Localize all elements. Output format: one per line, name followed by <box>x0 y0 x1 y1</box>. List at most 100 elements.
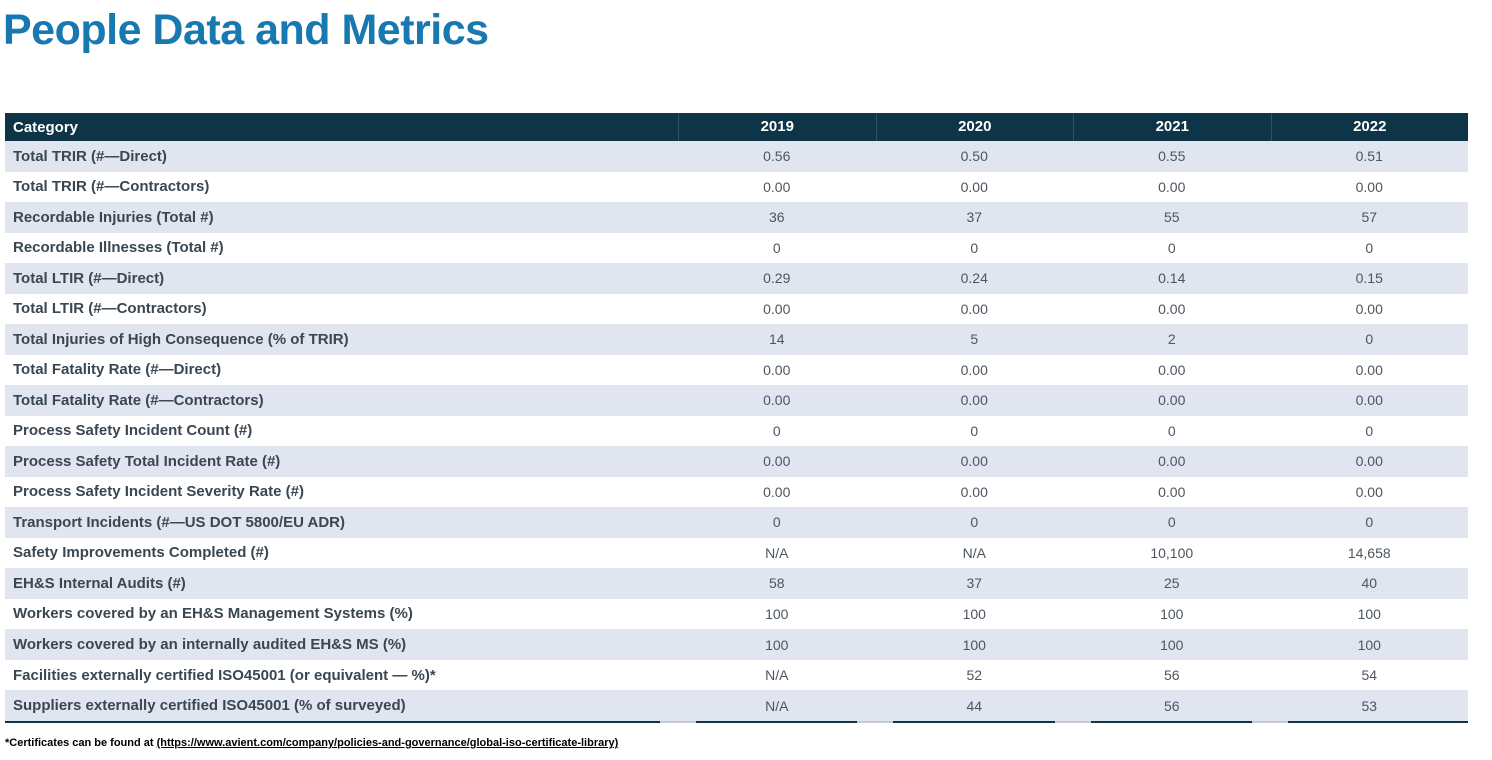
row-value: 0.00 <box>1355 300 1383 317</box>
row-value: 0.29 <box>763 270 791 287</box>
row-value: 2 <box>1167 331 1176 348</box>
row-category-label: Process Safety Total Incident Rate (#) <box>13 452 281 470</box>
row-value: 0 <box>772 422 781 439</box>
row-value: 0.00 <box>763 300 791 317</box>
row-category-label: Total Fatality Rate (#—Contractors) <box>13 391 264 409</box>
row-value: 0.00 <box>1158 178 1186 195</box>
row-value: 0.50 <box>960 148 988 165</box>
column-header-2022: 2022 <box>1270 113 1469 141</box>
row-value: 56 <box>1163 667 1180 684</box>
row-value: 25 <box>1163 575 1180 592</box>
row-value: 0.00 <box>1158 483 1186 500</box>
row-value: 5 <box>970 331 979 348</box>
row-value: 100 <box>765 636 789 653</box>
row-value: 0.00 <box>1355 483 1383 500</box>
row-value: 0.00 <box>763 361 791 378</box>
row-value: 0.00 <box>1355 178 1383 195</box>
row-value: 0.00 <box>1355 361 1383 378</box>
row-value: 0 <box>970 514 979 531</box>
row-value: 37 <box>966 575 983 592</box>
row-value: 10,100 <box>1150 544 1194 561</box>
row-value: 14 <box>768 331 785 348</box>
row-value: N/A <box>962 544 986 561</box>
table-row: Facilities externally certified ISO45001… <box>5 659 1468 691</box>
row-value: 0.00 <box>1158 300 1186 317</box>
row-category-label: Total Fatality Rate (#—Direct) <box>13 361 222 379</box>
row-category-label: Transport Incidents (#—US DOT 5800/EU AD… <box>13 513 346 531</box>
row-value: 0 <box>772 239 781 256</box>
table-row: Total Fatality Rate (#—Contractors) 0.00 0… <box>5 385 1468 416</box>
certificate-library-link[interactable]: (https://www.avient.com/company/policies… <box>156 737 619 749</box>
row-value: 0 <box>1365 422 1374 439</box>
row-value: 0.00 <box>763 392 791 409</box>
row-category-label: Workers covered by an EH&S Management Sy… <box>13 605 413 623</box>
table-row: EH&S Internal Audits (#) 58 37 25 40 <box>5 568 1468 599</box>
row-value: 14,658 <box>1347 544 1391 561</box>
row-category-label: Safety Improvements Completed (#) <box>13 544 269 562</box>
table-row: Workers covered by an internally audited… <box>5 629 1468 660</box>
table-row: Process Safety Incident Count (#) 0 0 0 0 <box>5 415 1468 447</box>
table-body: Total TRIR (#—Direct) 0.56 0.50 0.55 0.51 Tot… <box>5 141 1468 721</box>
row-value: 0.00 <box>1158 361 1186 378</box>
row-value: 0.00 <box>960 361 988 378</box>
row-value: 100 <box>962 605 986 622</box>
people-data-metrics-table: Category 2019 2020 2021 2022 Total TRIR … <box>5 113 1469 724</box>
column-header-2019: 2019 <box>678 113 876 141</box>
row-value: 100 <box>1357 605 1381 622</box>
row-value: 0.00 <box>960 300 988 317</box>
column-header-2020: 2020 <box>875 113 1074 141</box>
row-value: 54 <box>1361 667 1378 684</box>
table-row: Total LTIR (#—Contractors) 0.00 0.00 0.00 0.… <box>5 293 1468 325</box>
row-value: 100 <box>1357 636 1381 653</box>
row-value: 0 <box>1167 422 1176 439</box>
row-value: 0.00 <box>960 483 988 500</box>
row-value: 0 <box>1365 239 1374 256</box>
table-row: Total TRIR (#—Direct) 0.56 0.50 0.55 0.51 <box>5 141 1468 172</box>
row-value: 0.00 <box>763 178 791 195</box>
row-value: 0.00 <box>1355 453 1383 470</box>
row-category-label: Total LTIR (#—Direct) <box>13 269 165 287</box>
table-row: Safety Improvements Completed (#) N/A N/A 1… <box>5 537 1468 569</box>
row-value: 100 <box>765 605 789 622</box>
row-value: 0.00 <box>1158 392 1186 409</box>
row-value: 0.00 <box>1355 392 1383 409</box>
table-row: Total Fatality Rate (#—Direct) 0.00 0.00 0.… <box>5 354 1468 386</box>
row-category-label: Process Safety Incident Count (#) <box>13 422 253 440</box>
row-category-label: Workers covered by an internally audited… <box>13 636 407 653</box>
row-value: 100 <box>1160 605 1184 622</box>
row-category-label: Total TRIR (#—Direct) <box>13 147 167 165</box>
row-value: 0.00 <box>1158 453 1186 470</box>
row-value: 100 <box>1160 636 1184 653</box>
row-value: 0.14 <box>1158 270 1186 287</box>
row-value: 0 <box>772 514 781 531</box>
row-value: 0.24 <box>960 270 988 287</box>
table-row: Suppliers externally certified ISO45001 … <box>5 690 1468 721</box>
footnote-text: *Certificates can be found at <box>5 737 157 749</box>
column-divider-tick <box>1252 720 1288 724</box>
row-value: 0.00 <box>763 453 791 470</box>
column-divider-tick <box>660 720 696 724</box>
row-value: 0 <box>1365 331 1374 348</box>
row-value: 0 <box>1365 514 1374 531</box>
row-category-label: Recordable Injuries (Total #) <box>13 208 214 226</box>
row-value: 100 <box>962 636 986 653</box>
row-value: 44 <box>966 697 983 714</box>
row-value: 0 <box>1167 239 1176 256</box>
row-value: 0.00 <box>960 453 988 470</box>
row-value: 56 <box>1163 697 1180 714</box>
row-value: 0.55 <box>1158 148 1186 165</box>
table-row: Process Safety Incident Severity Rate (#… <box>5 476 1468 508</box>
row-value: 0.51 <box>1355 148 1383 165</box>
row-value: 0 <box>1167 514 1176 531</box>
row-value: N/A <box>765 667 789 684</box>
row-value: N/A <box>765 697 789 714</box>
row-category-label: Facilities externally certified ISO45001… <box>13 666 436 684</box>
row-value: N/A <box>765 544 789 561</box>
row-value: 52 <box>966 667 983 684</box>
row-value: 40 <box>1361 575 1378 592</box>
row-category-label: Total Injuries of High Consequence (% of… <box>13 330 349 348</box>
table-bottom-border <box>5 720 1468 724</box>
table-row: Recordable Injuries (Total #) 36 37 55 57 <box>5 202 1468 233</box>
table-row: Total Injuries of High Consequence (% of… <box>5 324 1468 355</box>
row-category-label: Recordable Illnesses (Total #) <box>13 239 224 257</box>
